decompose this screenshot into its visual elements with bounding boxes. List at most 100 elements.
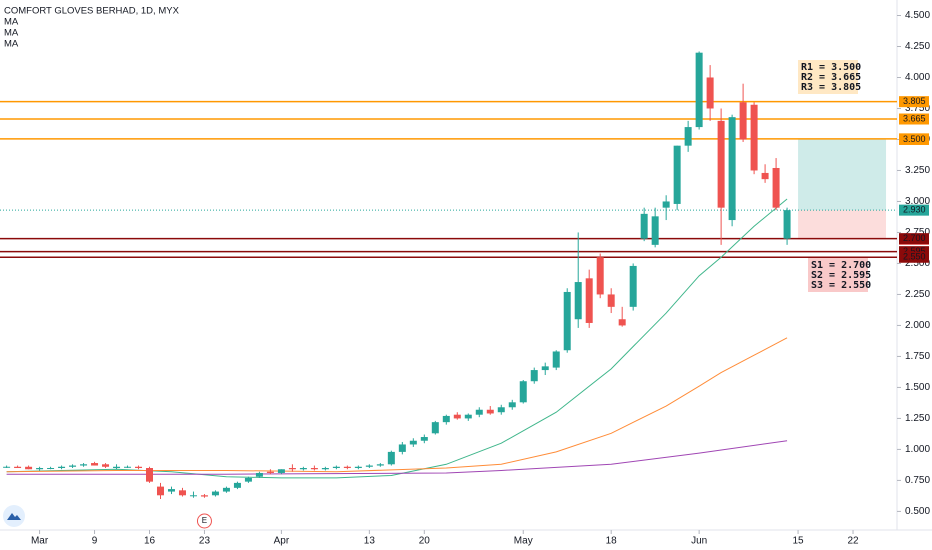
candle-body — [244, 477, 252, 482]
candle-body — [453, 414, 461, 419]
candle-body — [442, 415, 450, 423]
x-tick-label: 20 — [419, 536, 431, 547]
candle-body — [552, 351, 560, 368]
candle-body — [255, 472, 263, 477]
level-label-bg — [899, 133, 929, 145]
candle-body — [365, 465, 373, 467]
x-tick-label: Mar — [31, 536, 49, 547]
logo-mark — [7, 513, 21, 520]
current-price-label-bg — [899, 204, 929, 216]
resistance-label-bg — [899, 113, 929, 125]
support_note-text: S3 = 2.550 — [811, 280, 871, 291]
candle-body — [706, 77, 714, 109]
chart-title: COMFORT GLOVES BERHAD, 1D, MYX — [4, 6, 180, 17]
candle-body — [266, 471, 274, 473]
x-tick-label: May — [514, 536, 533, 547]
candle-body — [58, 466, 66, 469]
candle-body — [684, 127, 692, 146]
x-tick-label: 18 — [606, 536, 618, 547]
indicator-label: MA — [4, 17, 19, 28]
candle-body — [431, 422, 439, 434]
y-tick-label: 0.500 — [905, 506, 930, 517]
support-label-bg — [899, 251, 929, 263]
current-price-label: 2.930 — [903, 205, 926, 215]
y-tick-label: 4.500 — [905, 10, 930, 21]
support-label: 2.550 — [903, 252, 926, 262]
support_note-box — [808, 258, 868, 292]
event-label: E — [202, 516, 207, 525]
candle-body — [673, 145, 681, 204]
level-label: 3.500 — [903, 134, 926, 144]
x-tick-label: 13 — [364, 536, 376, 547]
y-tick-label: 3.750 — [905, 103, 930, 114]
candle-body — [662, 201, 670, 208]
y-tick-label: 3.000 — [905, 196, 930, 207]
candle-body — [299, 468, 307, 470]
candle-body — [354, 466, 362, 469]
candle-body — [310, 468, 318, 470]
candle-body — [277, 469, 285, 473]
resistance_note-box — [798, 60, 858, 94]
resistance-label-bg — [899, 96, 929, 108]
candle-body — [25, 466, 33, 470]
candle-body — [750, 104, 758, 171]
candle-body — [47, 468, 55, 470]
x-tick-label: 22 — [847, 536, 859, 547]
candle-body — [189, 495, 197, 497]
candle-body — [541, 366, 549, 371]
candle-body — [113, 466, 121, 469]
candle-body — [497, 407, 505, 413]
candle-body — [376, 464, 384, 466]
candle-body — [398, 444, 406, 452]
candle-body — [3, 466, 11, 468]
resistance-label: 3.665 — [903, 113, 926, 123]
candle-body — [585, 278, 593, 323]
candle-body — [409, 440, 417, 445]
candle-body — [14, 466, 22, 469]
candle-body — [772, 167, 780, 208]
candle-body — [475, 409, 483, 415]
x-tick-label: Jun — [691, 536, 707, 547]
candle-body — [607, 294, 615, 307]
y-tick-label: 4.000 — [905, 72, 930, 83]
candle-body — [332, 466, 340, 469]
candle-body — [156, 486, 164, 496]
candle-body — [222, 487, 230, 492]
candle-body — [36, 468, 44, 470]
x-tick-label: 15 — [793, 536, 805, 547]
candle-body — [519, 381, 527, 403]
candle-body — [761, 172, 769, 180]
candle-body — [618, 319, 626, 326]
y-tick-label: 1.000 — [905, 444, 930, 455]
candle-body — [574, 282, 582, 320]
y-tick-label: 2.500 — [905, 258, 930, 269]
candle-body — [530, 370, 538, 382]
support_note-text: S2 = 2.595 — [811, 270, 871, 281]
position-profit — [798, 138, 887, 211]
candle-body — [211, 491, 219, 496]
support-label-bg — [899, 233, 929, 245]
candle-body — [91, 463, 99, 466]
x-tick-label: Apr — [274, 536, 290, 547]
event-marker — [196, 513, 212, 529]
candle-body — [321, 468, 329, 470]
candle-body — [80, 464, 88, 466]
support_note-text: S1 = 2.700 — [811, 260, 871, 271]
candle-body — [69, 465, 77, 467]
candle-body — [167, 489, 175, 492]
candle-body — [124, 466, 132, 468]
candle-body — [563, 291, 571, 351]
candle-body — [508, 402, 516, 408]
candle-body — [728, 117, 736, 221]
moving-average — [6, 440, 788, 475]
support-label: 2.700 — [903, 233, 926, 243]
resistance_note-text: R1 = 3.500 — [801, 62, 861, 73]
candle-body — [717, 120, 725, 208]
y-tick-label: 3.250 — [905, 165, 930, 176]
candle-body — [135, 466, 143, 469]
y-tick-label: 1.500 — [905, 382, 930, 393]
support-label: 2.595 — [903, 246, 926, 256]
candle-body — [146, 468, 153, 482]
